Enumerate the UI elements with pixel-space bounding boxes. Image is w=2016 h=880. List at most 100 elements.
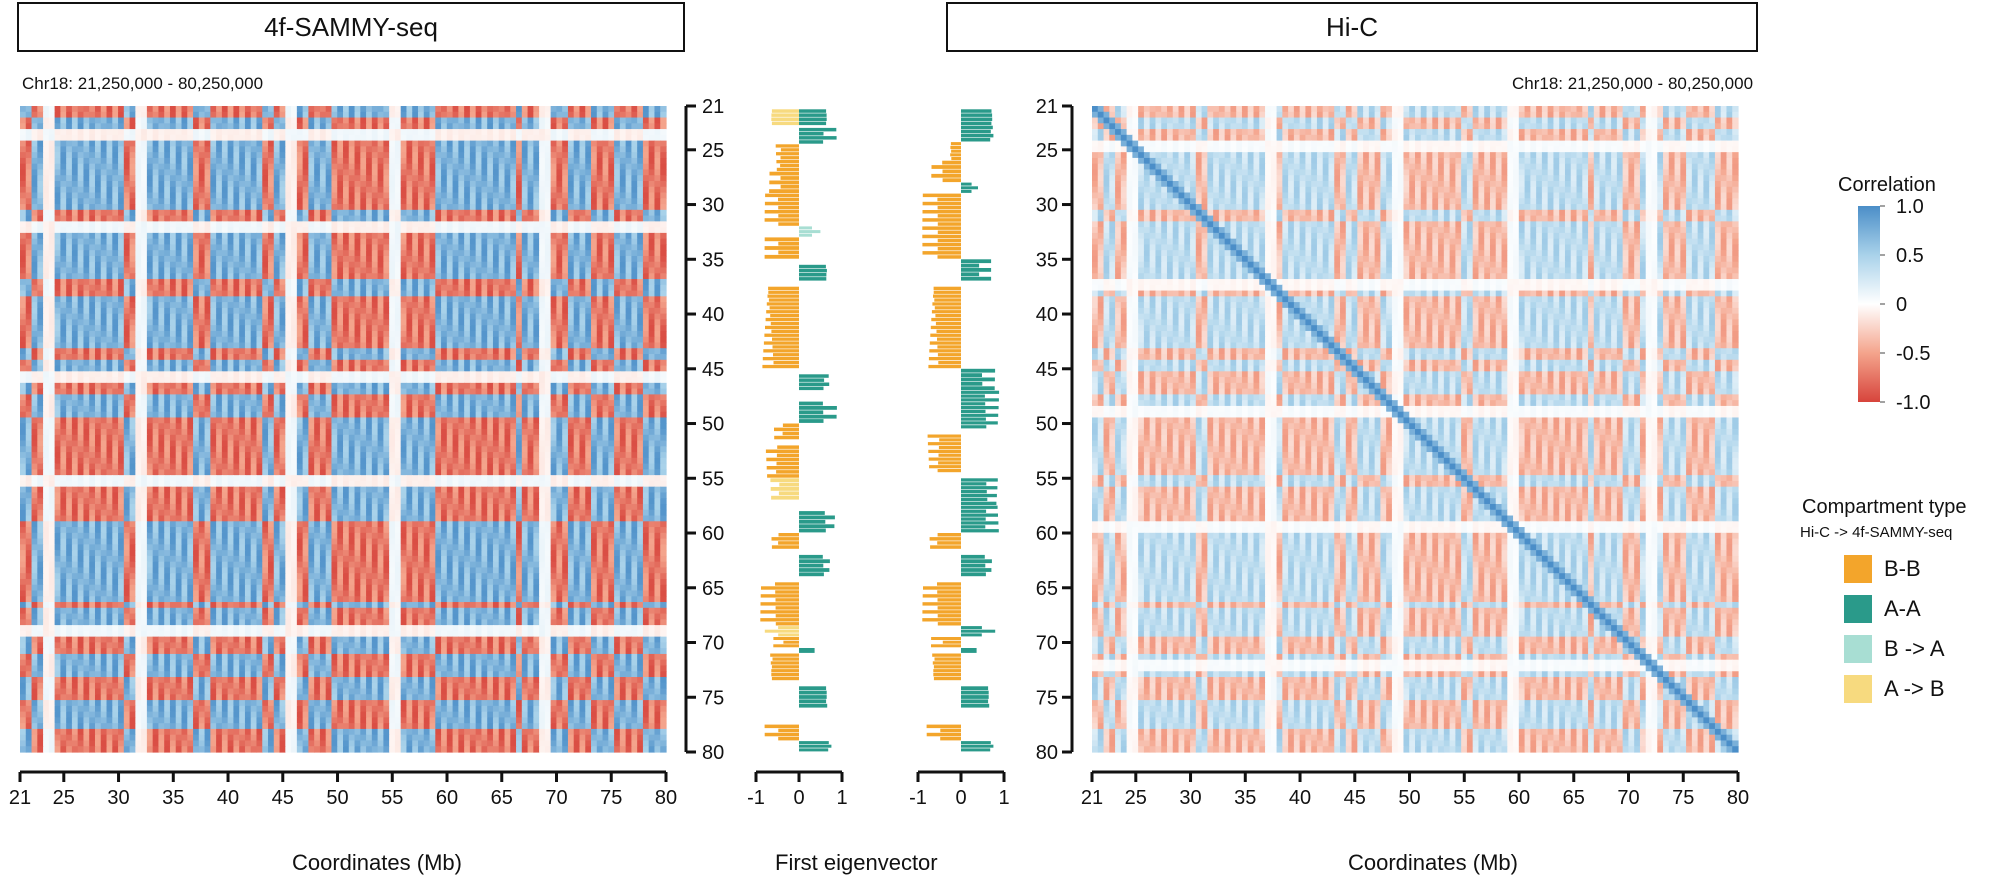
heatmap-cell: [89, 336, 96, 344]
heatmap-cell: [83, 296, 90, 303]
heatmap-cell: [198, 279, 206, 286]
heatmap-cell: [429, 290, 436, 297]
heatmap-cell: [556, 204, 563, 211]
heatmap-cell: [458, 227, 465, 234]
heatmap-cell: [20, 140, 27, 147]
heatmap-cell: [377, 129, 384, 136]
heatmap-cell: [244, 319, 252, 326]
heatmap-cell: [654, 261, 661, 269]
heatmap-cell: [579, 106, 586, 113]
heatmap-cell: [141, 221, 148, 228]
heatmap-cell: [273, 279, 281, 286]
heatmap-cell: [642, 354, 650, 361]
heatmap-cell: [481, 152, 488, 159]
heatmap-cell: [660, 348, 667, 355]
heatmap-cell: [533, 313, 540, 321]
heatmap-cell: [100, 244, 108, 251]
heatmap-cell: [244, 169, 252, 176]
heatmap-cell: [596, 290, 604, 297]
heatmap-cell: [25, 279, 33, 286]
heatmap-cell: [60, 313, 67, 321]
heatmap-cell: [256, 209, 263, 217]
heatmap-cell: [429, 106, 436, 113]
heatmap-cell: [394, 319, 402, 326]
heatmap-cell: [77, 348, 85, 355]
heatmap-cell: [187, 354, 194, 361]
heatmap-cell: [354, 146, 361, 153]
heatmap-cell: [441, 319, 448, 326]
heatmap-cell: [227, 175, 235, 182]
heatmap-cell: [187, 273, 194, 280]
heatmap-cell: [54, 238, 61, 246]
heatmap-cell: [579, 134, 586, 142]
heatmap-cell: [181, 215, 188, 222]
heatmap-cell: [394, 186, 402, 194]
heatmap-cell: [446, 111, 454, 119]
heatmap-cell: [37, 180, 44, 188]
heatmap-cell: [262, 244, 269, 251]
heatmap-cell: [394, 163, 402, 171]
heatmap-cell: [308, 279, 315, 286]
heatmap-cell: [625, 140, 632, 147]
heatmap-cell: [504, 296, 511, 303]
heatmap-cell: [118, 238, 125, 246]
heatmap-cell: [648, 123, 656, 130]
heatmap-cell: [371, 348, 379, 355]
heatmap-cell: [20, 169, 27, 176]
heatmap-cell: [256, 354, 263, 361]
heatmap-cell: [210, 129, 217, 136]
heatmap-cell: [492, 348, 500, 355]
heatmap-cell: [360, 232, 367, 240]
heatmap-cell: [429, 157, 436, 165]
heatmap-cell: [619, 163, 627, 171]
heatmap-cell: [591, 313, 598, 321]
heatmap-cell: [654, 250, 661, 257]
heatmap-cell: [100, 296, 108, 303]
heatmap-cell: [423, 279, 431, 286]
heatmap-cell: [25, 140, 33, 147]
heatmap-cell: [348, 163, 356, 171]
heatmap-cell: [435, 238, 442, 246]
heatmap-cell: [118, 180, 125, 188]
heatmap-cell: [89, 313, 96, 321]
heatmap-cell: [89, 330, 96, 338]
heatmap-cell: [89, 192, 96, 199]
heatmap-cell: [383, 157, 390, 165]
heatmap-cell: [77, 117, 85, 124]
heatmap-cell: [539, 117, 546, 124]
heatmap-cell: [60, 342, 67, 349]
heatmap-cell: [371, 354, 379, 361]
heatmap-cell: [573, 129, 581, 136]
heatmap-cell: [348, 140, 356, 147]
heatmap-cell: [550, 279, 558, 286]
heatmap-cell: [389, 238, 396, 246]
heatmap-cell: [619, 152, 627, 159]
heatmap-cell: [152, 215, 160, 222]
heatmap-cell: [562, 244, 569, 251]
heatmap-cell: [550, 204, 558, 211]
heatmap-cell: [619, 336, 627, 344]
heatmap-cell: [210, 250, 217, 257]
heatmap-cell: [492, 354, 500, 361]
heatmap-cell: [591, 330, 598, 338]
heatmap-cell: [544, 302, 552, 309]
heatmap-cell: [198, 129, 206, 136]
heatmap-cell: [510, 129, 517, 136]
heatmap-cell: [343, 180, 350, 188]
heatmap-cell: [54, 284, 61, 292]
heatmap-cell: [487, 250, 494, 257]
heatmap-cell: [481, 198, 488, 205]
heatmap-cell: [118, 255, 125, 263]
heatmap-cell: [25, 296, 33, 303]
heatmap-cell: [637, 325, 644, 332]
heatmap-cell: [146, 296, 154, 303]
heatmap-cell: [417, 250, 425, 257]
heatmap-cell: [366, 221, 373, 228]
heatmap-cell: [498, 152, 506, 159]
heatmap-cell: [308, 221, 315, 228]
heatmap-cell: [135, 290, 142, 297]
heatmap-cell: [187, 325, 194, 332]
heatmap-cell: [164, 267, 171, 274]
heatmap-cell: [204, 284, 211, 292]
heatmap-cell: [337, 209, 344, 217]
